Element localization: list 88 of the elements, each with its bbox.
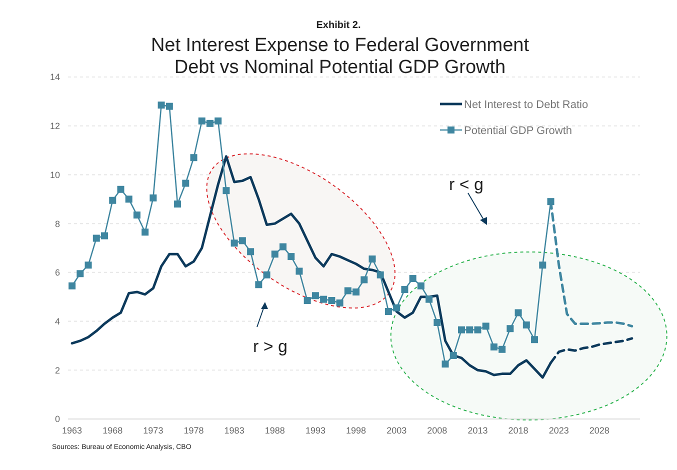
point [384, 308, 392, 316]
point [344, 287, 352, 294]
point [280, 243, 287, 250]
point [142, 228, 149, 236]
point [304, 297, 311, 304]
point [393, 304, 400, 312]
y-tick-label: 2 [54, 365, 60, 376]
point [92, 234, 100, 242]
y-tick-label: 0 [54, 414, 60, 424]
point [409, 275, 416, 282]
x-tick-label: 1963 [62, 425, 82, 436]
point [271, 250, 278, 258]
point [539, 262, 546, 269]
point [522, 321, 530, 328]
point [238, 237, 246, 244]
legend-label: Potential GDP Growth [464, 125, 572, 137]
point [482, 322, 490, 330]
x-tick-label: 2018 [508, 425, 528, 436]
y-tick-label: 8 [54, 218, 60, 229]
point [190, 154, 198, 162]
point [150, 194, 157, 202]
point [458, 326, 466, 334]
annotation: r > g [253, 337, 288, 356]
x-tick-label: 1983 [224, 425, 244, 436]
point [247, 248, 254, 256]
point [222, 187, 230, 194]
x-tick-label: 2028 [589, 425, 610, 436]
point [401, 286, 408, 294]
y-tick-label: 10 [50, 170, 60, 180]
chart-title: Net Interest Expense to Federal Government Debt vs Nominal Potential GDP Growth [150, 35, 530, 79]
point [263, 271, 270, 278]
y-tick-label: 6 [54, 268, 60, 278]
point [101, 232, 108, 240]
x-tick-label: 1968 [102, 425, 123, 436]
point [506, 325, 514, 332]
chart-subtitle: Exhibit 2. [315, 20, 362, 31]
point [206, 120, 214, 127]
point [68, 282, 76, 290]
point [474, 326, 482, 334]
x-tick-label: 2023 [548, 425, 569, 436]
point [466, 326, 474, 334]
point [514, 309, 522, 316]
point [352, 288, 360, 296]
point [434, 319, 441, 326]
point [328, 297, 336, 304]
x-tick-label: 1988 [264, 425, 285, 436]
point [182, 180, 190, 187]
point [166, 102, 173, 110]
y-tick-label: 12 [50, 121, 60, 132]
point [360, 276, 368, 284]
point [174, 200, 182, 208]
point [84, 262, 92, 269]
point [442, 360, 449, 368]
point [76, 270, 84, 278]
point [376, 271, 384, 278]
x-tick-label: 1993 [305, 425, 326, 436]
point [417, 282, 424, 290]
legend-label: Net Interest to Debt Ratio [464, 99, 588, 111]
point [133, 212, 140, 219]
point [214, 117, 222, 124]
x-tick-label: 2013 [468, 425, 488, 436]
point [531, 336, 538, 344]
point [158, 102, 165, 109]
point [312, 292, 319, 300]
x-tick-label: 1978 [184, 425, 204, 436]
point [450, 352, 457, 359]
point [547, 198, 554, 206]
point [336, 299, 344, 306]
point [255, 281, 262, 288]
x-tick-label: 1973 [143, 425, 164, 436]
point [198, 117, 206, 124]
point [109, 196, 116, 204]
point [296, 268, 303, 275]
x-tick-label: 2008 [427, 425, 448, 436]
y-tick-label: 14 [50, 72, 60, 82]
x-tick-label: 1998 [346, 425, 366, 436]
annotation: r < g [449, 175, 484, 194]
point [117, 186, 124, 193]
point [368, 255, 376, 262]
point [320, 296, 328, 303]
point [230, 240, 238, 247]
point [288, 253, 295, 260]
y-tick-label: 4 [54, 316, 60, 326]
point [490, 343, 498, 350]
point [125, 196, 132, 203]
point [498, 346, 506, 353]
x-tick-label: 2003 [386, 425, 407, 436]
point [426, 296, 433, 303]
